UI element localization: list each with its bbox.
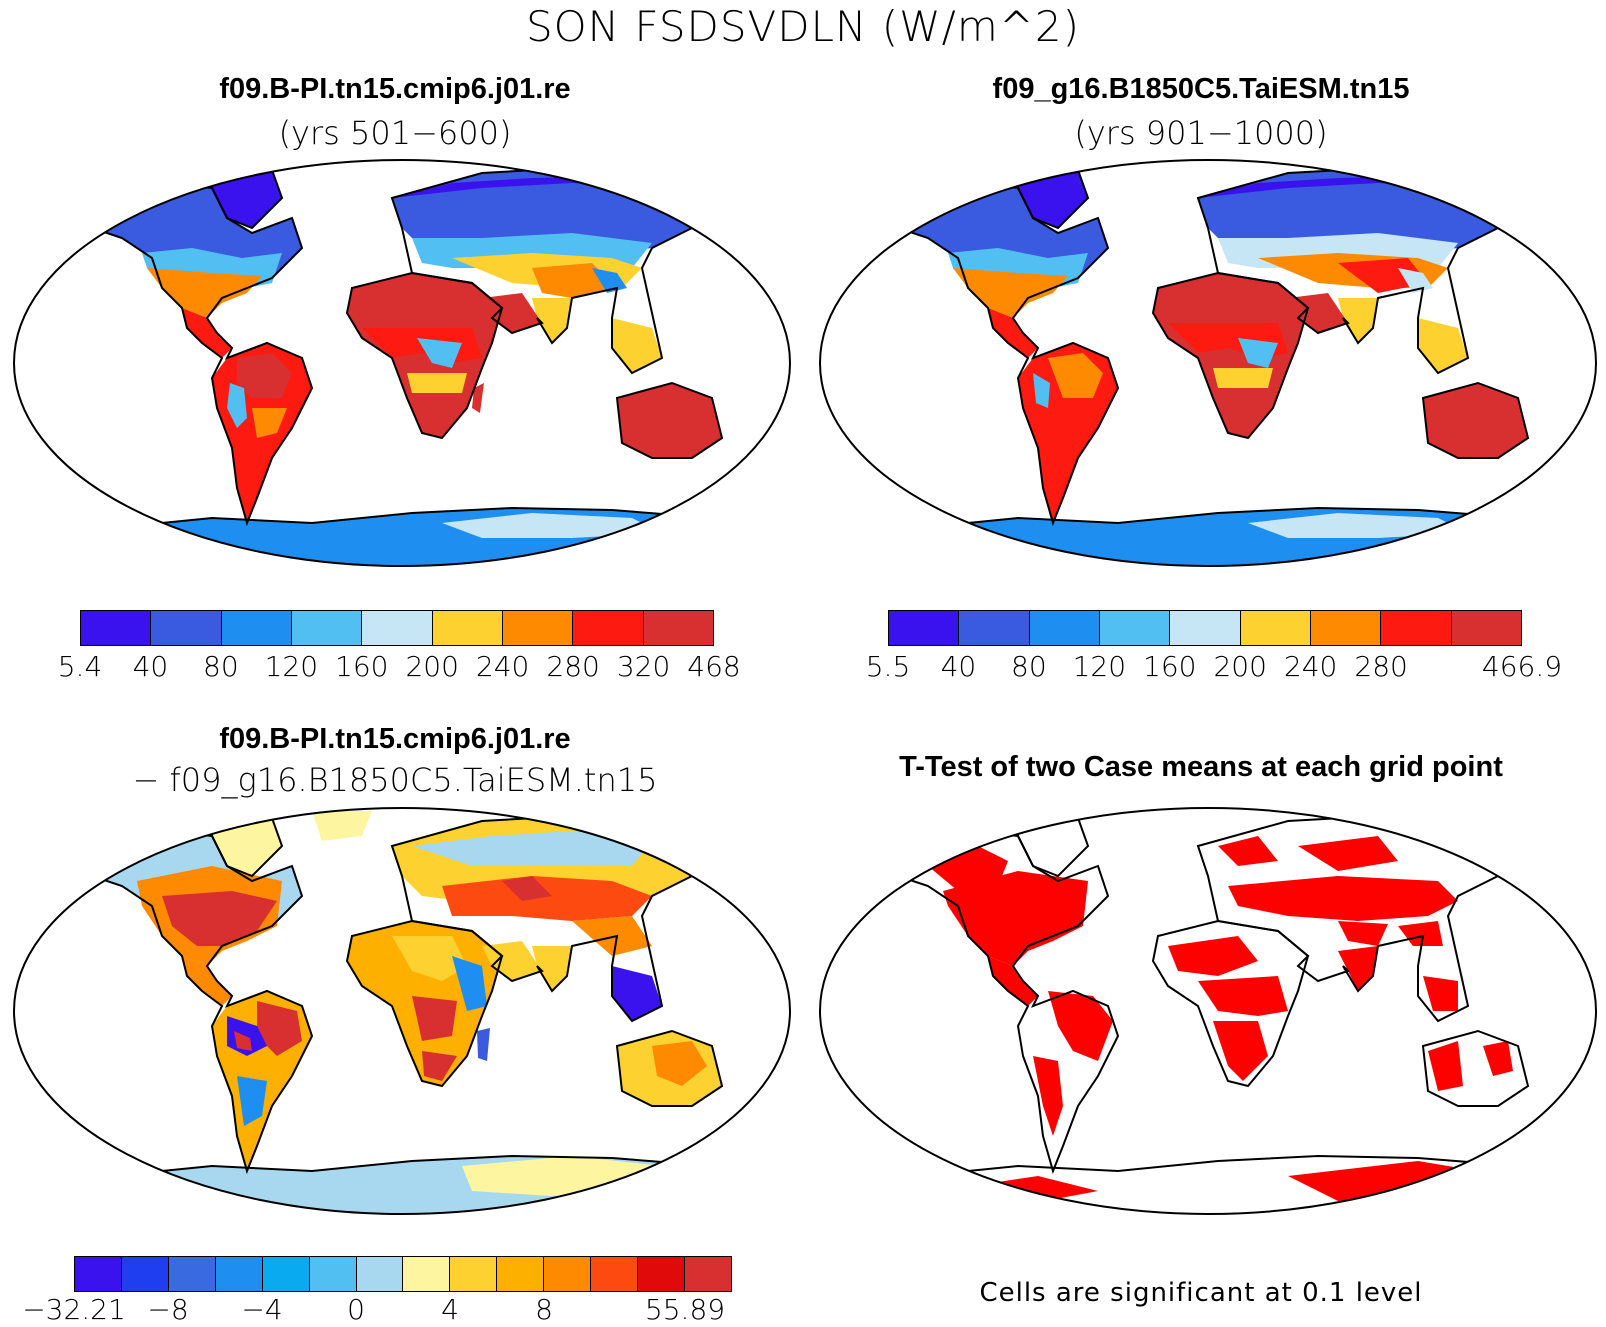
colorbar-tick-label: 280 (546, 650, 600, 683)
colorbar-tick-label: 280 (1354, 650, 1408, 683)
colorbar-tick-label: 4 (441, 1293, 459, 1326)
colorbar-tick-label: 40 (940, 650, 977, 683)
colorbar-cell (215, 1257, 263, 1291)
colorbar-tick-label: 80 (1011, 650, 1047, 683)
panel1-colorbar (80, 610, 714, 646)
panel1-title: f09.B-PI.tn15.cmip6.j01.re (219, 73, 571, 105)
colorbar-tick-label: 466.9 (1481, 650, 1563, 683)
colorbar-cell (309, 1257, 357, 1291)
colorbar-cell (1099, 611, 1171, 645)
colorbar-tick-label: 40 (132, 650, 169, 683)
panel4-map (819, 807, 1597, 1215)
panel2-map (819, 159, 1597, 567)
colorbar-cell (75, 1257, 122, 1291)
panel3-map (13, 807, 791, 1215)
panel2-colorbar-labels: 5.5 40 80 120 160 200 240 280 466.9 (866, 650, 1562, 684)
figure-title: SON FSDSVDLN (W/m^2) (525, 2, 1081, 51)
colorbar-tick-label: −32.21 (22, 1293, 126, 1326)
panel1-colorbar-labels: 5.4 40 80 120 160 200 240 280 320 468 (58, 650, 741, 684)
colorbar-tick-label: 5.4 (57, 650, 103, 683)
colorbar-tick-label: 160 (1143, 650, 1197, 683)
colorbar-cell (502, 611, 574, 645)
panel3-title: f09.B-PI.tn15.cmip6.j01.re (219, 723, 571, 755)
colorbar-cell (1170, 611, 1241, 645)
colorbar-tick-label: 120 (264, 650, 319, 683)
colorbar-tick-label: 80 (203, 650, 239, 683)
colorbar-tick-label: 0 (347, 1293, 365, 1326)
colorbar-tick-label: 240 (475, 650, 530, 683)
panel2-subtitle: (yrs 901−1000) (1074, 114, 1328, 152)
panel2-title: f09_g16.B1850C5.TaiESM.tn15 (992, 73, 1410, 105)
colorbar-cell (1310, 611, 1382, 645)
panel1-map-border (13, 159, 791, 567)
colorbar-cell (959, 611, 1030, 645)
panel1-subtitle: (yrs 501−600) (278, 114, 512, 152)
colorbar-cell (262, 1257, 310, 1291)
colorbar-tick-label: 55.89 (644, 1293, 726, 1326)
panel3-colorbar-labels: −32.21 −8 −4 0 4 8 55.89 (22, 1293, 732, 1327)
colorbar-cell (403, 1257, 451, 1291)
colorbar-tick-label: 320 (616, 650, 671, 683)
colorbar-cell (168, 1257, 216, 1291)
colorbar-cell (1240, 611, 1311, 645)
colorbar-tick-label: 200 (405, 650, 459, 683)
colorbar-tick-label: −4 (241, 1293, 283, 1326)
colorbar-cell (450, 1257, 498, 1291)
colorbar-cell (684, 1257, 731, 1291)
colorbar-tick-label: 200 (1213, 650, 1267, 683)
colorbar-cell (432, 611, 503, 645)
colorbar-cell (1029, 611, 1100, 645)
panel3-colorbar (74, 1256, 732, 1292)
colorbar-tick-label: 240 (1283, 650, 1338, 683)
colorbar-cell (356, 1257, 404, 1291)
panel4-significant-cells (928, 836, 1513, 1206)
colorbar-tick-label: 160 (335, 650, 389, 683)
colorbar-cell (638, 1257, 685, 1291)
colorbar-cell (889, 611, 960, 645)
colorbar-tick-label: 468 (687, 650, 741, 683)
colorbar-cell (362, 611, 433, 645)
colorbar-cell (1451, 611, 1521, 645)
panel4-map-border (819, 807, 1597, 1215)
colorbar-cell (151, 611, 222, 645)
colorbar-cell (497, 1257, 545, 1291)
significance-note: Cells are significant at 0.1 level (979, 1278, 1423, 1308)
colorbar-tick-label: −8 (147, 1293, 189, 1326)
colorbar-cell (573, 611, 644, 645)
colorbar-tick-label: 8 (535, 1293, 553, 1326)
panel1-map (13, 159, 791, 567)
colorbar-cell (121, 1257, 169, 1291)
colorbar-cell (591, 1257, 639, 1291)
colorbar-cell (544, 1257, 592, 1291)
panel4-title: T-Test of two Case means at each grid po… (899, 751, 1503, 783)
colorbar-cell (81, 611, 152, 645)
panel3-map-border (13, 807, 791, 1215)
colorbar-cell (291, 611, 363, 645)
panel3-subtitle: − f09_g16.B1850C5.TaiESM.tn15 (132, 761, 658, 799)
colorbar-tick-label: 120 (1072, 650, 1127, 683)
colorbar-cell (643, 611, 713, 645)
colorbar-cell (1381, 611, 1452, 645)
panel2-colorbar (888, 610, 1522, 646)
panel2-map-border (819, 159, 1597, 567)
colorbar-cell (221, 611, 292, 645)
colorbar-tick-label: 5.5 (865, 650, 911, 683)
